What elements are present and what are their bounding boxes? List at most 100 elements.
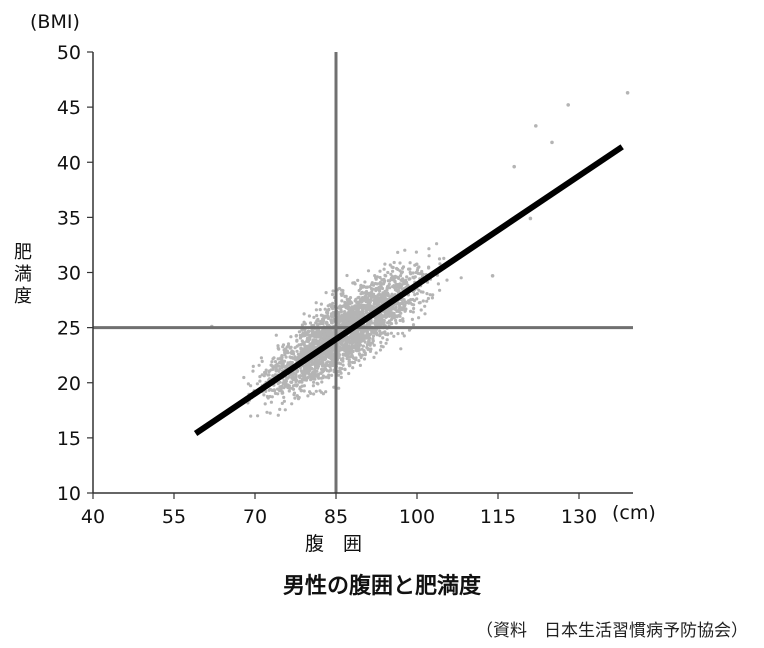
scatter-point — [423, 304, 427, 308]
scatter-point — [423, 312, 427, 316]
scatter-point — [402, 306, 406, 310]
scatter-point — [389, 331, 393, 335]
scatter-point — [372, 306, 376, 310]
y-tick-label: 35 — [57, 207, 81, 229]
scatter-point — [258, 379, 262, 383]
scatter-point — [346, 305, 350, 309]
y-tick-label: 10 — [57, 483, 81, 505]
scatter-point — [382, 320, 386, 324]
scatter-point — [415, 268, 419, 272]
x-tick-labels: 40 55 70 85 100 115 130 — [81, 493, 597, 528]
x-unit-label: (cm) — [612, 502, 656, 524]
scatter-point — [378, 269, 382, 273]
scatter-point — [445, 278, 449, 282]
scatter-point — [260, 359, 264, 363]
scatter-point — [550, 140, 554, 145]
scatter-point — [417, 316, 421, 320]
scatter-point — [319, 334, 323, 338]
scatter-point — [343, 367, 347, 372]
scatter-point — [306, 394, 310, 398]
scatter-point — [359, 292, 363, 296]
scatter-point — [338, 366, 342, 370]
scatter-point — [249, 384, 253, 388]
scatter-point — [281, 343, 286, 347]
scatter-point — [381, 336, 385, 340]
scatter-point — [302, 343, 307, 347]
scatter-point — [379, 340, 383, 344]
scatter-point — [312, 392, 316, 396]
scatter-point — [373, 274, 377, 278]
scatter-point — [370, 281, 374, 285]
scatter-point — [329, 368, 333, 372]
scatter-point — [242, 375, 246, 380]
scatter-point — [354, 335, 359, 340]
scatter-point — [319, 302, 323, 306]
scatter-point — [512, 164, 516, 169]
scatter-point — [328, 333, 332, 337]
scatter-point — [393, 279, 397, 283]
scatter-point — [378, 348, 383, 352]
scatter-point — [246, 382, 250, 386]
scatter-point — [343, 303, 347, 307]
scatter-point — [347, 371, 351, 376]
scatter-point — [310, 343, 315, 348]
x-tick-label: 55 — [162, 506, 186, 528]
scatter-point — [402, 334, 406, 338]
scatter-point — [408, 270, 412, 274]
scatter-point — [374, 322, 378, 326]
scatter-point — [392, 334, 396, 338]
scatter-point — [392, 313, 396, 317]
scatter-point — [331, 289, 335, 293]
scatter-point — [299, 350, 303, 354]
scatter-point — [315, 381, 319, 385]
scatter-point — [392, 260, 396, 265]
scatter-point — [311, 340, 315, 344]
scatter-point — [251, 369, 255, 373]
scatter-point — [325, 336, 329, 340]
scatter-point — [327, 316, 331, 320]
x-tick-label: 85 — [324, 506, 348, 528]
y-axis-title-char: 肥 — [14, 242, 32, 263]
scatter-point — [301, 331, 305, 335]
scatter-point — [383, 311, 387, 315]
scatter-point — [314, 321, 318, 325]
scatter-point — [337, 314, 341, 318]
scatter-point — [361, 344, 365, 348]
scatter-point — [389, 322, 394, 326]
scatter-point — [369, 320, 373, 324]
scatter-point — [401, 331, 405, 335]
scatter-point — [316, 323, 320, 327]
y-tick-label: 45 — [57, 97, 81, 119]
scatter-point — [411, 310, 415, 314]
scatter-point — [371, 334, 376, 338]
scatter-point — [331, 360, 335, 364]
scatter-point — [376, 293, 380, 297]
scatter-point — [364, 285, 368, 289]
reference-lines — [93, 52, 633, 493]
x-tick-label: 100 — [399, 506, 435, 528]
scatter-point — [345, 316, 349, 320]
scatter-point — [382, 296, 387, 300]
scatter-point — [383, 289, 387, 293]
scatter-point — [295, 339, 299, 343]
scatter-point — [278, 407, 282, 411]
scatter-point — [309, 348, 313, 352]
scatter-point — [269, 363, 273, 367]
scatter-point — [362, 357, 367, 361]
scatter-point — [375, 333, 379, 337]
scatter-point — [308, 321, 313, 325]
scatter-point — [308, 345, 312, 349]
scatter-point — [280, 358, 284, 362]
scatter-point — [385, 338, 389, 342]
scatter-point — [415, 297, 419, 301]
scatter-point — [395, 315, 399, 319]
x-tick-label: 130 — [561, 506, 597, 528]
scatter-point — [369, 332, 373, 336]
scatter-point — [286, 351, 290, 355]
scatter-point — [302, 312, 306, 316]
scatter-point — [337, 286, 342, 291]
scatter-point — [355, 308, 359, 312]
scatter-point — [325, 314, 329, 318]
scatter-point — [286, 361, 290, 365]
scatter-point — [326, 360, 330, 364]
